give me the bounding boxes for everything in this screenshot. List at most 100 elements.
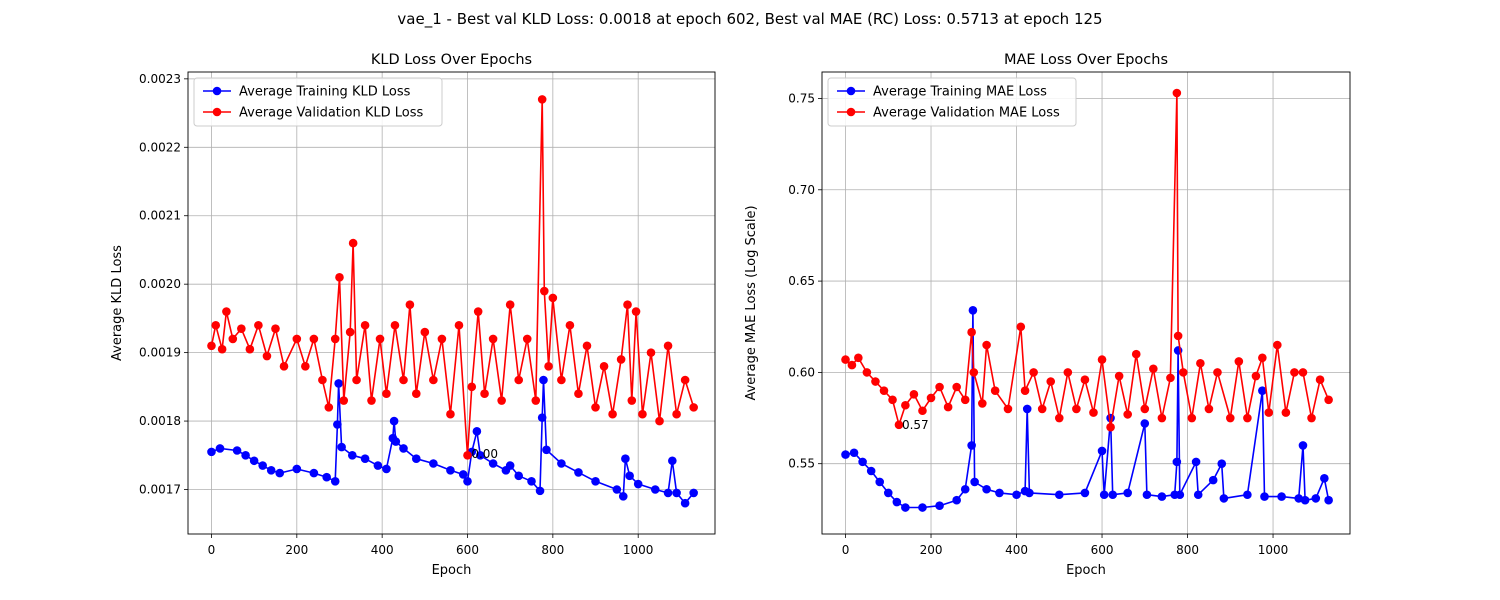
mae-data-point [1097, 355, 1107, 364]
kld-data-point [689, 403, 698, 412]
kld-x-tick-label: 0 [208, 543, 216, 557]
mae-data-point [1054, 413, 1064, 423]
mae-data-point [1290, 368, 1299, 377]
mae-y-tick-label: 0.60 [788, 365, 815, 379]
kld-data-point [467, 382, 477, 392]
kld-data-point [672, 409, 681, 419]
kld-data-point [405, 300, 415, 310]
kld-loss-panel: KLD Loss Over Epochs Epoch Average KLD L… [110, 52, 716, 578]
mae-data-point [1097, 446, 1107, 456]
mae-data-point [918, 503, 927, 512]
kld-data-point [514, 375, 524, 385]
mae-data-point [1193, 490, 1203, 500]
kld-data-point [258, 461, 267, 470]
mae-data-point [1054, 490, 1064, 500]
mae-data-point [858, 457, 867, 467]
mae-data-point [1012, 490, 1021, 500]
mae-data-point [1114, 371, 1124, 381]
kld-data-point [411, 454, 421, 464]
kld-data-point [330, 476, 340, 486]
kld-data-point [437, 334, 447, 344]
kld-data-point [391, 437, 401, 446]
mae-data-point [969, 368, 979, 377]
kld-data-point [232, 446, 242, 455]
mae-data-point [1191, 457, 1201, 467]
mae-x-tick-label: 600 [1091, 543, 1114, 557]
mae-data-point [1258, 353, 1267, 363]
mae-data-point [883, 488, 893, 498]
mae-data-point [918, 406, 927, 416]
kld-best-annotation: 0.00 [471, 447, 498, 461]
kld-data-point [537, 95, 547, 104]
kld-data-point [463, 450, 472, 460]
mae-data-point [1140, 419, 1150, 428]
mae-data-point [1320, 474, 1329, 483]
kld-data-point [399, 444, 408, 453]
kld-data-point [480, 389, 489, 398]
mae-data-point [1037, 404, 1047, 414]
mae-data-point [1080, 375, 1090, 384]
mae-data-point [1243, 490, 1252, 500]
kld-data-point [542, 445, 551, 455]
mae-data-point [1131, 349, 1141, 359]
kld-data-point [309, 334, 319, 344]
mae-data-point [960, 484, 970, 494]
mae-data-point [995, 488, 1004, 498]
mae-data-point [849, 448, 859, 458]
mae-data-point [888, 395, 897, 405]
mae-series-training [841, 306, 1333, 512]
kld-data-point [301, 362, 310, 371]
mae-best-annotation: 0.57 [902, 418, 929, 432]
mae-x-tick-label: 1000 [1258, 543, 1289, 557]
mae-data-point [1324, 495, 1333, 505]
mae-data-point [1140, 404, 1150, 414]
kld-data-point [680, 498, 690, 508]
kld-data-point [689, 488, 698, 498]
kld-data-point [473, 307, 483, 316]
mae-data-point [1243, 413, 1252, 423]
kld-data-point [623, 300, 632, 310]
mae-data-point [970, 477, 979, 487]
mae-data-point [1080, 488, 1090, 498]
mae-data-point [1175, 490, 1185, 500]
kld-data-point [663, 341, 673, 351]
mae-data-point [1072, 404, 1081, 414]
mae-y-tick-label: 0.75 [788, 91, 815, 105]
mae-data-point [967, 327, 976, 337]
mae-data-point [901, 503, 910, 512]
mae-data-point [1099, 490, 1109, 500]
kld-data-point [399, 375, 408, 385]
kld-data-point [497, 396, 506, 405]
kld-legend-marker [212, 107, 222, 117]
kld-data-point [420, 327, 430, 337]
mae-data-point [1016, 322, 1026, 332]
mae-data-point [1149, 364, 1158, 374]
kld-data-point [245, 344, 255, 354]
kld-data-point [207, 447, 216, 457]
mae-data-point [1123, 410, 1132, 419]
kld-data-point [429, 459, 438, 468]
kld-data-point [535, 486, 545, 496]
mae-data-point [866, 466, 876, 476]
mae-data-point [875, 477, 885, 487]
mae-data-point [1172, 88, 1182, 98]
kld-x-tick-label: 200 [285, 543, 308, 557]
mae-data-point [841, 450, 850, 459]
kld-data-point [663, 488, 673, 498]
kld-axes-frame [187, 71, 716, 535]
kld-series-line [210, 98, 695, 457]
kld-data-point [582, 341, 592, 351]
kld-grid [188, 72, 715, 534]
kld-data-point [680, 375, 690, 385]
kld-data-point [591, 403, 600, 412]
mae-data-point [847, 360, 857, 370]
kld-legend-box [193, 77, 443, 127]
mae-data-point [1208, 475, 1218, 485]
mae-data-point [1225, 413, 1235, 423]
kld-data-point [337, 442, 346, 452]
mae-data-point [1219, 494, 1229, 503]
kld-data-point [339, 396, 349, 405]
mae-data-point [935, 501, 944, 510]
kld-data-point [275, 468, 285, 478]
